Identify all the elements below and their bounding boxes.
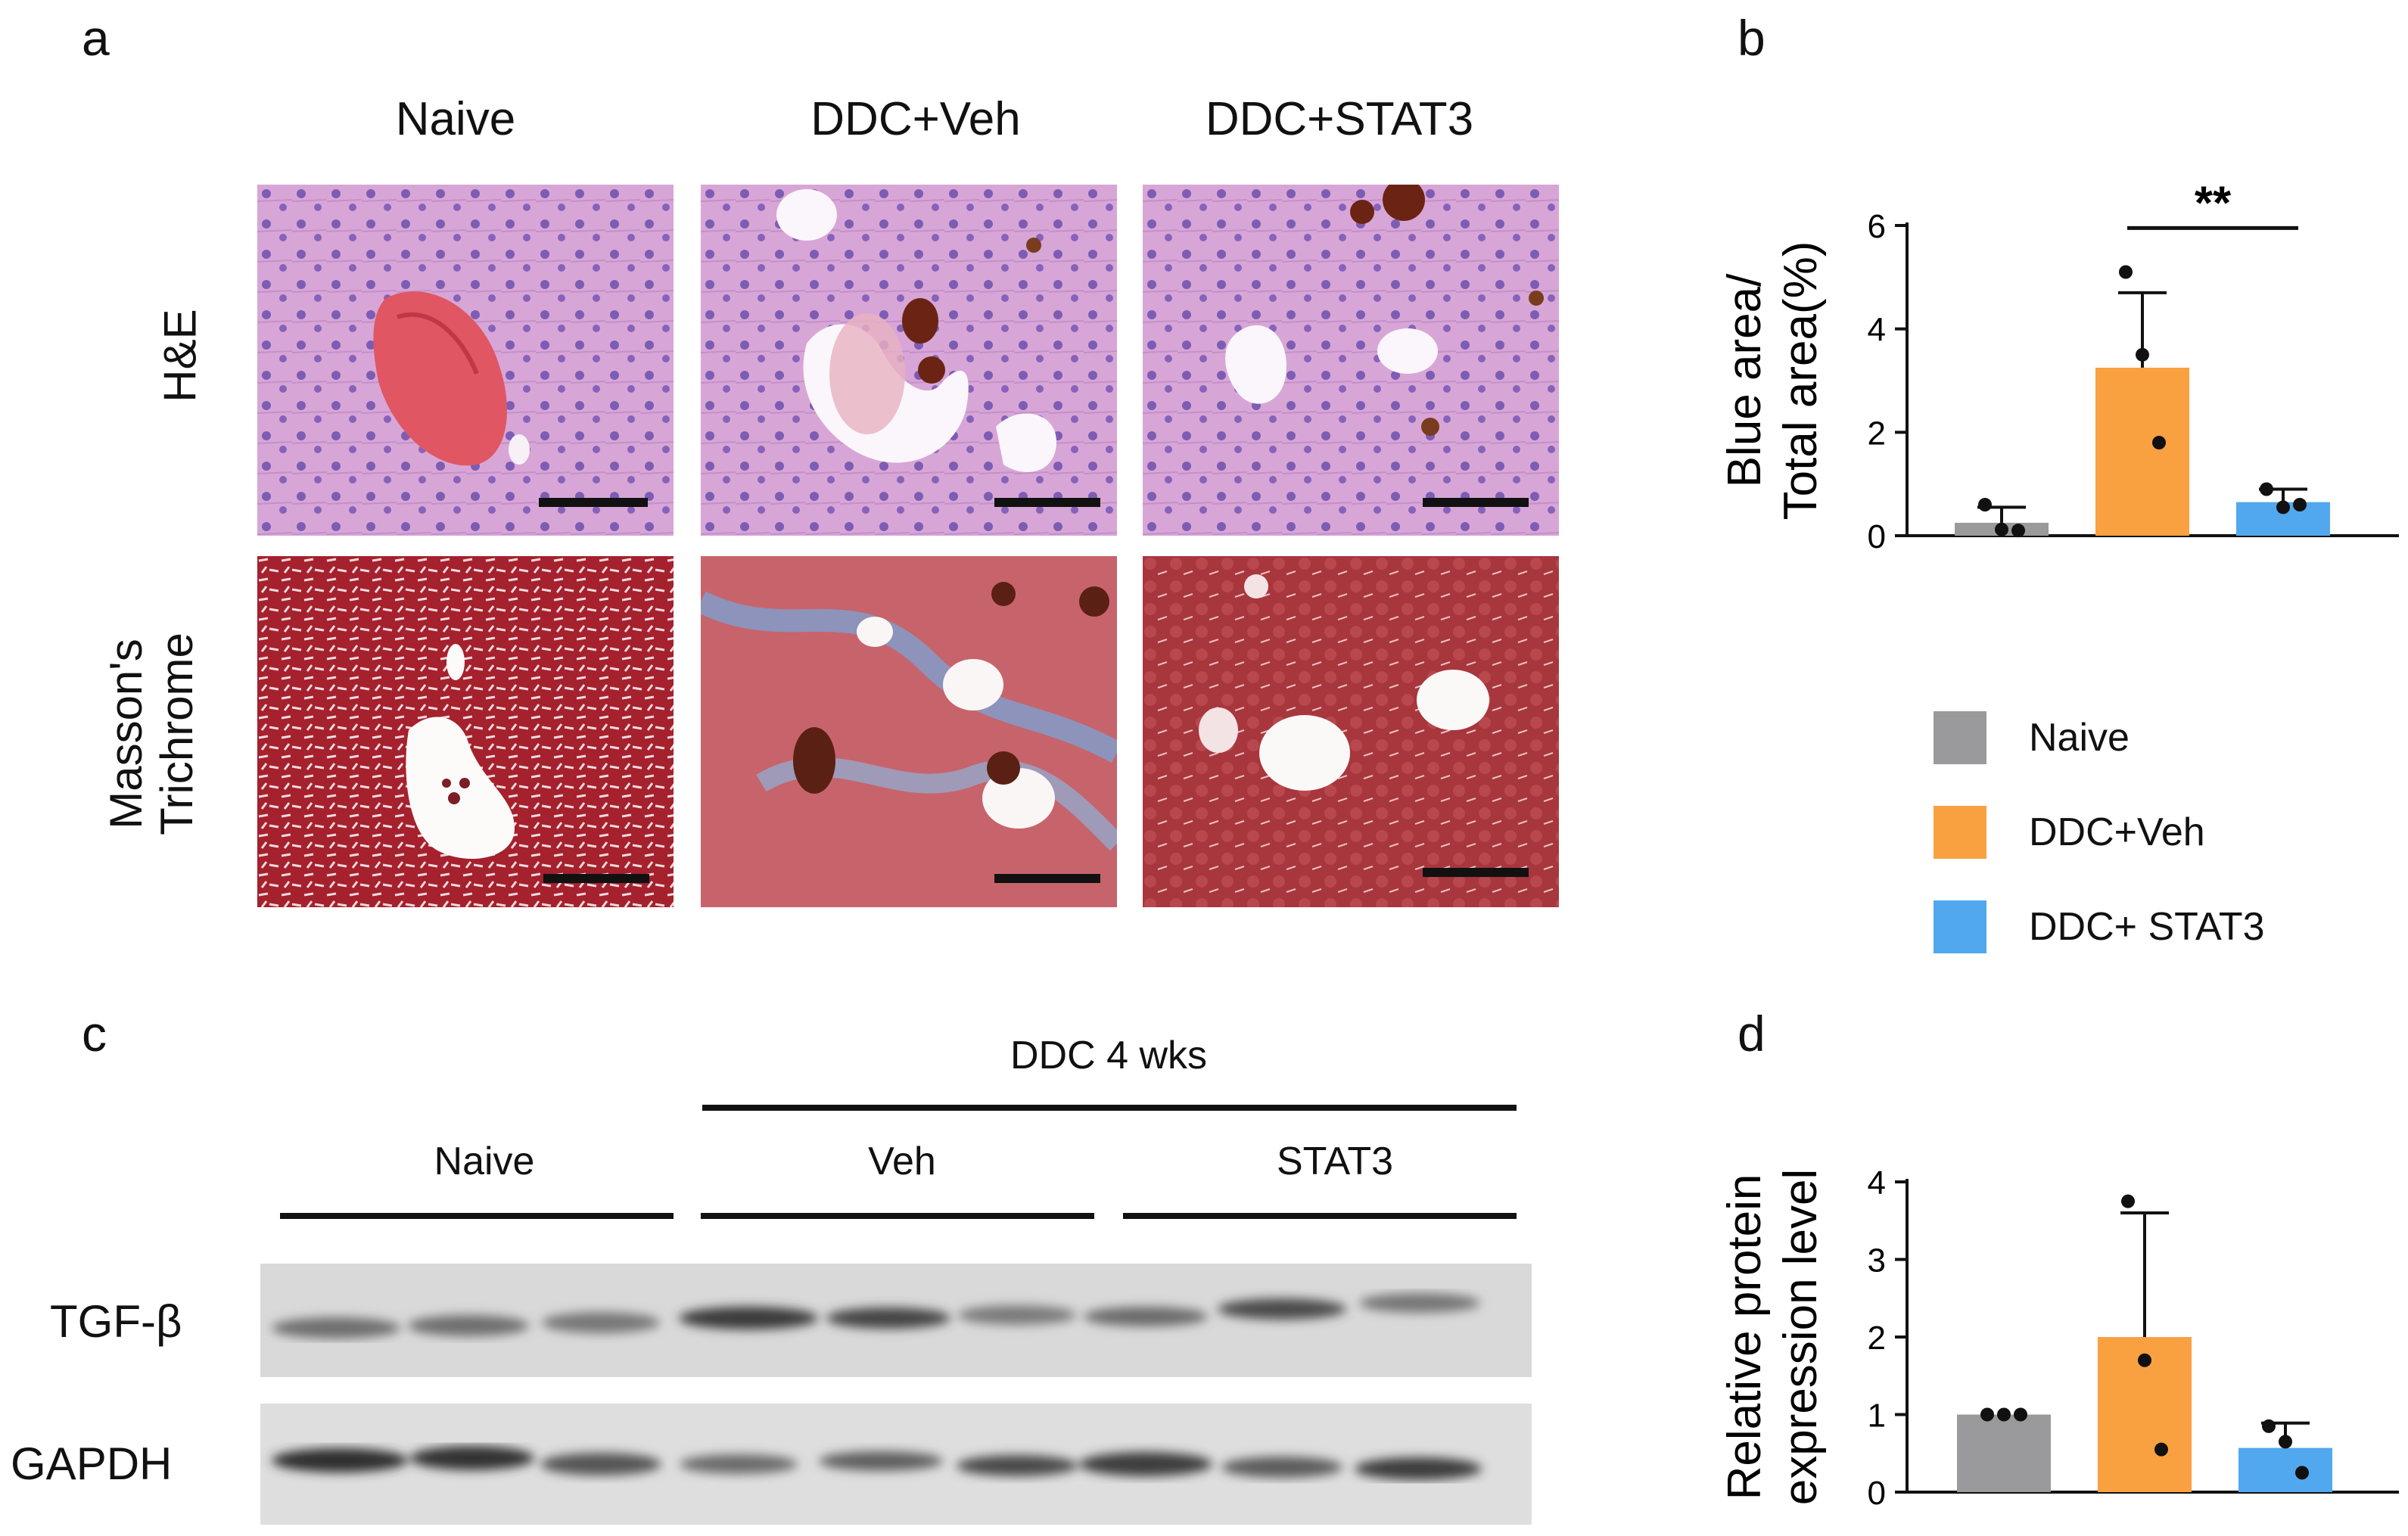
ylabel-line: Total area(%) (1775, 241, 1827, 521)
bar-ddc-stat3 (2238, 1447, 2332, 1492)
chart-b-ylabel: Blue area/Total area(%) (1719, 241, 1827, 521)
ylabel-line: expression level (1775, 1169, 1827, 1506)
data-point (2260, 482, 2273, 496)
column-title-ddc-stat3: DDC+STAT3 (1205, 93, 1474, 145)
chart-d: Relative proteinexpression level 0 1 2 3 4 (1719, 1164, 2399, 1512)
blot-strip-gapdh (260, 1404, 1532, 1525)
he-naive-image (257, 185, 674, 536)
legend-item-ddc-stat3: DDC+ STAT3 (1934, 900, 2265, 953)
legend: Naive DDC+Veh DDC+ STAT3 (1934, 711, 2265, 953)
chart-b: Blue area/Total area(%) 0 2 4 6 ** (1719, 177, 2399, 555)
data-point (2279, 1435, 2292, 1449)
data-point (2121, 1194, 2135, 1208)
data-point (2014, 1407, 2027, 1422)
data-point (2136, 347, 2149, 362)
legend-item-naive: Naive (1934, 711, 2265, 764)
bar-naive (1957, 1414, 2051, 1492)
panel-letter-d: d (1738, 1006, 1766, 1062)
significance-label: ** (2195, 177, 2232, 229)
row-label-masson: Masson's Trichrome (101, 633, 202, 835)
blot-group-stat3: STAT3 (1276, 1140, 1394, 1183)
blot-bracket-veh (701, 1213, 1094, 1219)
data-point (1978, 498, 1992, 511)
blot-row-label-tgfb: TGF-β (50, 1296, 182, 1347)
panel-letter-c: c (82, 1006, 107, 1062)
ylabel-line: Relative protein (1719, 1174, 1771, 1500)
blot-bracket-naive (280, 1213, 674, 1219)
y-tick-label: 2 (1868, 1320, 1886, 1357)
bar-ddc-veh (2095, 367, 2189, 536)
legend-swatch-ddc-stat3 (1934, 900, 1986, 953)
data-point (2119, 265, 2133, 279)
y-tick-label: 1 (1868, 1398, 1886, 1435)
legend-swatch-naive (1934, 711, 1986, 764)
masson-ddc-stat3-image (1143, 556, 1559, 907)
row-label-masson-line2: Trichrome (151, 633, 202, 835)
blot-bracket-ddc (702, 1105, 1517, 1111)
he-ddc-veh-image (701, 185, 1117, 536)
y-tick-label: 0 (1868, 518, 1886, 555)
he-ddc-stat3-image (1143, 185, 1559, 536)
blot-bracket-stat3 (1123, 1213, 1517, 1219)
y-tick-label: 6 (1868, 208, 1886, 245)
data-point (2293, 498, 2307, 511)
data-point (2276, 500, 2290, 515)
y-tick-label: 3 (1868, 1242, 1886, 1279)
legend-label-ddc-stat3: DDC+ STAT3 (2029, 905, 2265, 949)
data-point (1995, 522, 2008, 536)
blot-group-veh: Veh (868, 1140, 936, 1183)
data-point (1997, 1407, 2011, 1422)
column-title-ddc-veh: DDC+Veh (810, 93, 1021, 145)
data-point (2295, 1466, 2309, 1480)
y-tick-label: 4 (1868, 1164, 1886, 1202)
y-tick-label: 4 (1868, 312, 1886, 349)
blot-row-label-gapdh: GAPDH (11, 1438, 173, 1489)
panel-letter-b: b (1738, 10, 1766, 66)
legend-label-ddc-veh: DDC+Veh (2029, 810, 2205, 854)
panel-letter-a: a (82, 10, 110, 66)
ylabel-line: Blue area/ (1719, 273, 1771, 487)
column-title-naive: Naive (395, 93, 516, 145)
legend-swatch-ddc-veh (1934, 806, 1986, 859)
row-label-he-text: H&E (154, 309, 206, 403)
row-label-masson-line1: Masson's (100, 639, 151, 829)
y-tick-label: 0 (1868, 1475, 1886, 1512)
row-label-he: H&E (154, 309, 205, 402)
masson-naive-image (257, 556, 674, 907)
data-point (1980, 1407, 1994, 1422)
legend-item-ddc-veh: DDC+Veh (1934, 806, 2265, 859)
chart-d-ylabel: Relative proteinexpression level (1719, 1169, 1827, 1506)
blot-group-naive: Naive (434, 1140, 535, 1183)
legend-label-naive: Naive (2029, 716, 2130, 760)
masson-ddc-veh-image (701, 556, 1117, 907)
y-tick-label: 2 (1868, 415, 1886, 452)
blot-group-ddc-4wks: DDC 4 wks (1010, 1034, 1208, 1077)
data-point (2138, 1353, 2151, 1367)
data-point (2154, 1442, 2168, 1457)
data-point (2152, 436, 2166, 449)
data-point (2011, 524, 2025, 538)
data-point (2262, 1419, 2276, 1433)
blot-strip-tgfb (260, 1264, 1532, 1377)
